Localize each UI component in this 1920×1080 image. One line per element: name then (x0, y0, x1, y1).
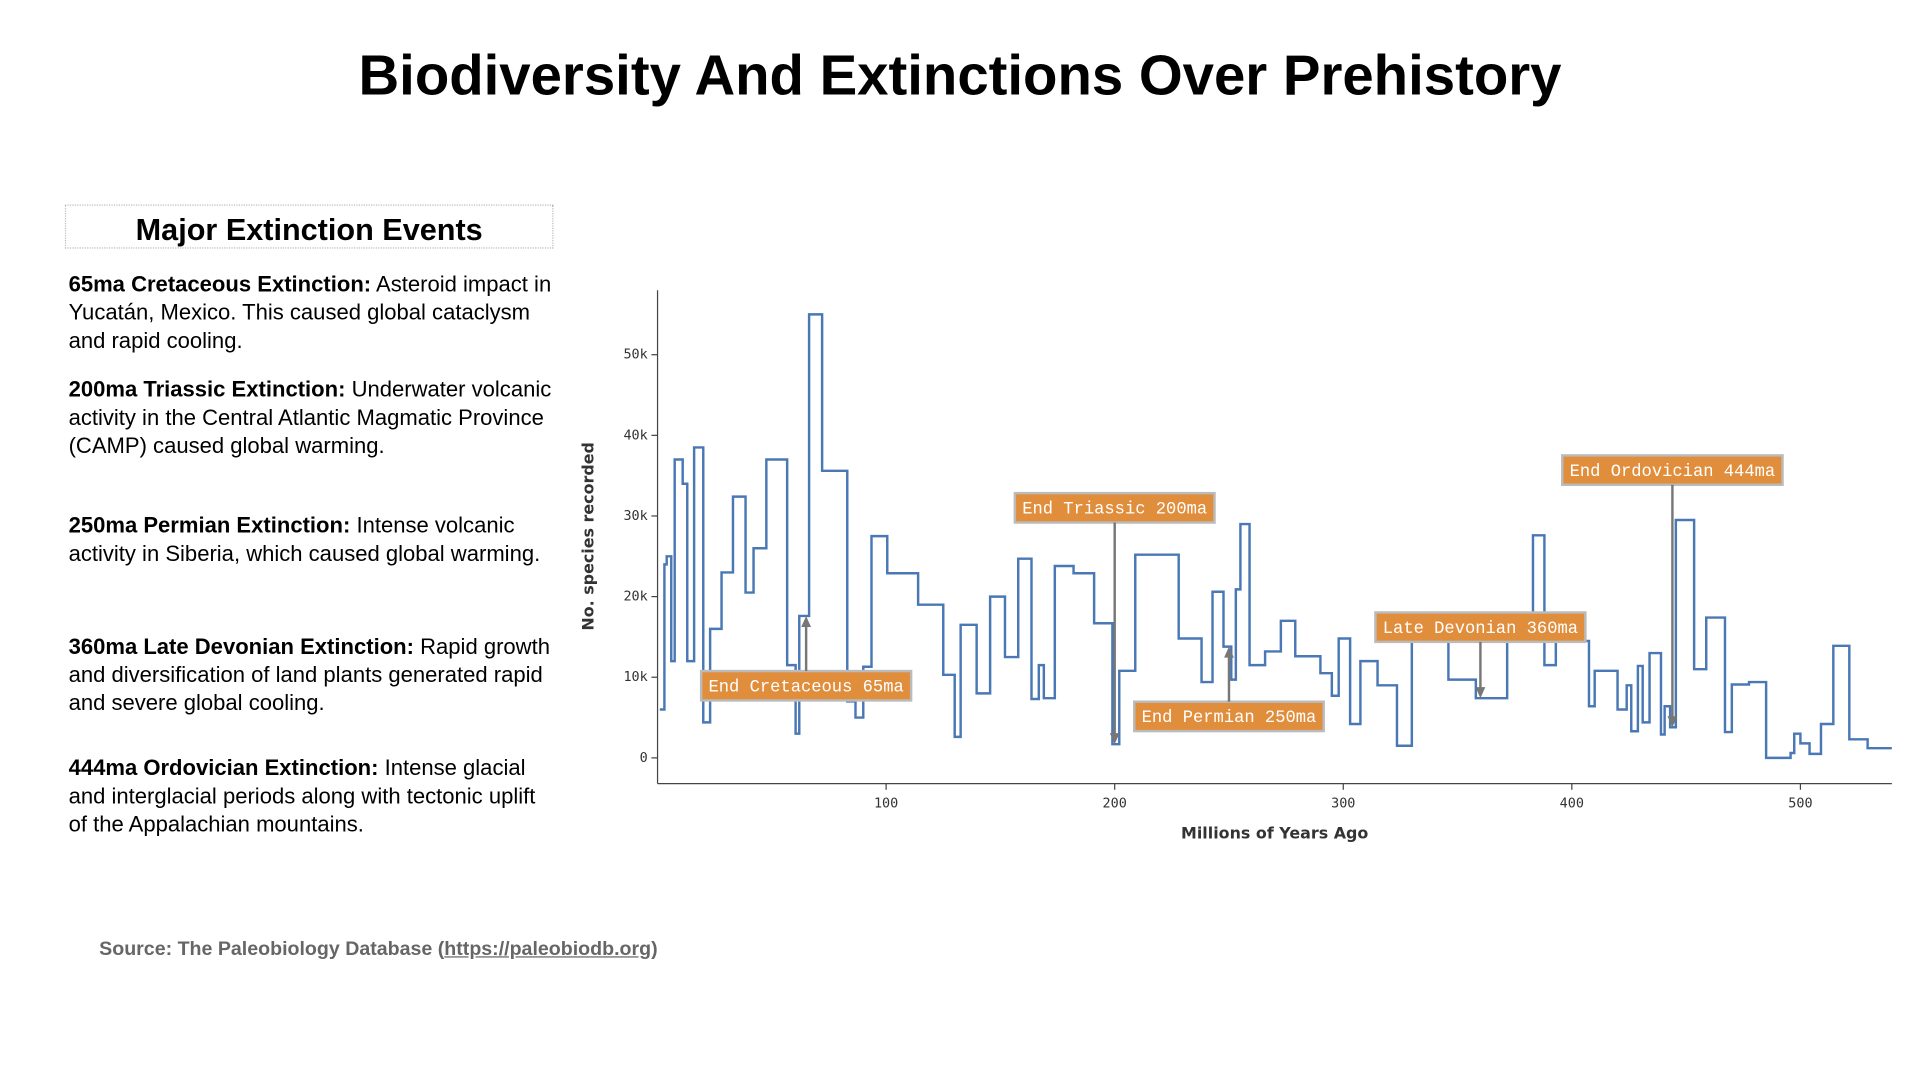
source: Source: The Paleobiology Database (https… (99, 939, 657, 961)
x-tick-label: 400 (1560, 796, 1584, 811)
event-text: Asteroid impact in Yucatán, Mexico. This… (68, 271, 552, 353)
event: 444ma Ordovician Extinction: Intense gla… (69, 754, 554, 838)
source-prefix: Source: The Paleobiology Database ( (99, 939, 445, 961)
y-tick-label: 20k (623, 590, 647, 605)
source-suffix: ) (651, 939, 658, 961)
page-title: Biodiversity And Extinctions Over Prehis… (358, 42, 1562, 107)
event-text: Rapid growth and diversification of land… (68, 634, 550, 716)
x-tick-label: 100 (874, 796, 898, 811)
y-axis-title: No. species recorded (578, 442, 597, 631)
annotation-box (1561, 454, 1784, 487)
event-title: 360ma Late Devonian Extinction: (68, 634, 414, 659)
event-title: 200ma Triassic Extinction: (68, 377, 346, 402)
x-axis-title: Millions of Years Ago (1181, 823, 1368, 842)
event: 65ma Cretaceous Extinction: Asteroid imp… (69, 271, 554, 355)
x-tick-label: 300 (1331, 796, 1355, 811)
annotation-arrowhead (1667, 716, 1678, 728)
event-text: Intense volcanic activity in Siberia, wh… (68, 513, 541, 566)
annotation-text: Late Devonian 360ma (1383, 620, 1578, 639)
x-tick-label: 200 (1103, 796, 1127, 811)
y-tick-label: 50k (623, 348, 647, 363)
annotation-arrowhead (1224, 646, 1234, 658)
annotation-box (1013, 491, 1216, 524)
y-tick-label: 10k (623, 670, 647, 685)
source-link[interactable]: https://paleobiodb.org (444, 939, 652, 961)
annotation-text: End Triassic 200ma (1022, 501, 1207, 520)
event-title: 444ma Ordovician Extinction: (68, 755, 379, 781)
annotation-arrowhead (1109, 733, 1120, 745)
data-line (659, 313, 1892, 760)
sidebar-heading: Major Extinction Events (64, 204, 554, 249)
event-text: Intense glacial and interglacial periods… (68, 755, 536, 837)
y-tick-label: 30k (623, 509, 647, 524)
event-title: 65ma Cretaceous Extinction: (68, 271, 372, 297)
event: 200ma Triassic Extinction: Underwater vo… (69, 376, 554, 460)
event: 360ma Late Devonian Extinction: Rapid gr… (69, 633, 554, 717)
annotation-box (1133, 700, 1325, 733)
annotation-text: End Permian 250ma (1142, 709, 1317, 728)
annotation-arrowhead (1475, 687, 1486, 699)
annotation-arrowhead (801, 615, 812, 627)
y-tick-label: 40k (623, 428, 647, 443)
x-tick-label: 500 (1788, 796, 1812, 811)
annotation-box (699, 669, 913, 702)
event-text: Underwater volcanic activity in the Cent… (68, 377, 552, 458)
event: 250ma Permian Extinction: Intense volcan… (69, 512, 554, 568)
event-title: 250ma Permian Extinction: (68, 513, 351, 538)
annotation-text: End Ordovician 444ma (1570, 463, 1776, 482)
annotation-text: End Cretaceous 65ma (708, 679, 903, 698)
y-tick-label: 0 (640, 751, 648, 766)
